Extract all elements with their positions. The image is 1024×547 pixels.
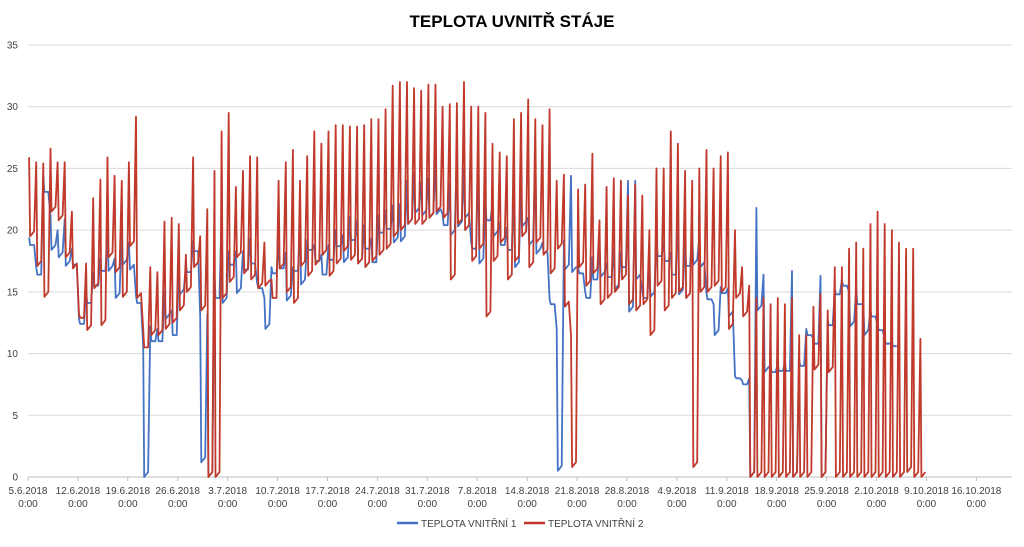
legend-label-series-1: TEPLOTA VNITŘNÍ 1 — [421, 517, 517, 530]
y-tick-label: 25 — [7, 164, 19, 175]
y-tick-label: 0 — [12, 473, 18, 484]
x-tick-sublabel: 0:00 — [318, 499, 338, 510]
x-tick-label: 7.8.2018 — [458, 486, 497, 497]
x-tick-sublabel: 0:00 — [18, 499, 38, 510]
x-tick-label: 16.10.2018 — [951, 486, 1001, 497]
x-tick-label: 31.7.2018 — [405, 486, 450, 497]
y-axis-ticks: 0 5 10 15 20 25 30 35 — [7, 41, 19, 484]
y-tick-label: 20 — [7, 226, 19, 237]
x-tick-sublabel: 0:00 — [118, 499, 138, 510]
x-tick-label: 2.10.2018 — [854, 486, 899, 497]
x-tick-label: 19.6.2018 — [106, 486, 151, 497]
y-tick-label: 10 — [7, 349, 19, 360]
x-tick-label: 10.7.2018 — [255, 486, 300, 497]
x-tick-label: 3.7.2018 — [208, 486, 247, 497]
x-tick-sublabel: 0:00 — [917, 499, 937, 510]
x-tick-sublabel: 0:00 — [717, 499, 737, 510]
x-tick-label: 18.9.2018 — [754, 486, 799, 497]
x-tick-label: 14.8.2018 — [505, 486, 550, 497]
x-tick-label: 28.8.2018 — [605, 486, 650, 497]
x-tick-sublabel: 0:00 — [168, 499, 188, 510]
x-tick-sublabel: 0:00 — [817, 499, 837, 510]
x-tick-label: 11.9.2018 — [705, 486, 749, 497]
x-tick-sublabel: 0:00 — [567, 499, 587, 510]
y-tick-label: 30 — [7, 102, 19, 113]
y-tick-label: 5 — [12, 411, 18, 422]
series-lines — [28, 81, 927, 478]
x-tick-label: 9.10.2018 — [904, 486, 949, 497]
x-tick-sublabel: 0:00 — [517, 499, 537, 510]
x-tick-label: 5.6.2018 — [9, 486, 48, 497]
x-tick-label: 25.9.2018 — [804, 486, 849, 497]
x-tick-sublabel: 0:00 — [218, 499, 238, 510]
x-axis-ticks: 5.6.2018 0:00 12.6.2018 0:00 19.6.2018 0:00 26… — [9, 477, 1002, 510]
x-tick-sublabel: 0:00 — [68, 499, 88, 510]
x-tick-sublabel: 0:00 — [867, 499, 887, 510]
x-tick-sublabel: 0:00 — [767, 499, 787, 510]
y-tick-label: 15 — [7, 287, 19, 298]
legend-label-series-2: TEPLOTA VNITŘNÍ 2 — [548, 517, 644, 530]
x-tick-sublabel: 0:00 — [467, 499, 487, 510]
legend: TEPLOTA VNITŘNÍ 1 TEPLOTA VNITŘNÍ 2 — [397, 517, 644, 530]
x-tick-label: 26.6.2018 — [155, 486, 200, 497]
x-tick-label: 17.7.2018 — [305, 486, 350, 497]
x-tick-sublabel: 0:00 — [967, 499, 987, 510]
series-line-2 — [28, 81, 927, 478]
x-tick-sublabel: 0:00 — [368, 499, 388, 510]
x-tick-sublabel: 0:00 — [667, 499, 687, 510]
y-tick-label: 35 — [7, 41, 19, 52]
x-tick-label: 4.9.2018 — [657, 486, 696, 497]
x-tick-sublabel: 0:00 — [418, 499, 438, 510]
chart-title: TEPLOTA UVNITŘ STÁJE — [410, 12, 615, 31]
x-tick-label: 12.6.2018 — [56, 486, 101, 497]
x-tick-sublabel: 0:00 — [268, 499, 288, 510]
x-tick-label: 24.7.2018 — [355, 486, 400, 497]
x-tick-sublabel: 0:00 — [617, 499, 637, 510]
x-tick-label: 21.8.2018 — [555, 486, 600, 497]
